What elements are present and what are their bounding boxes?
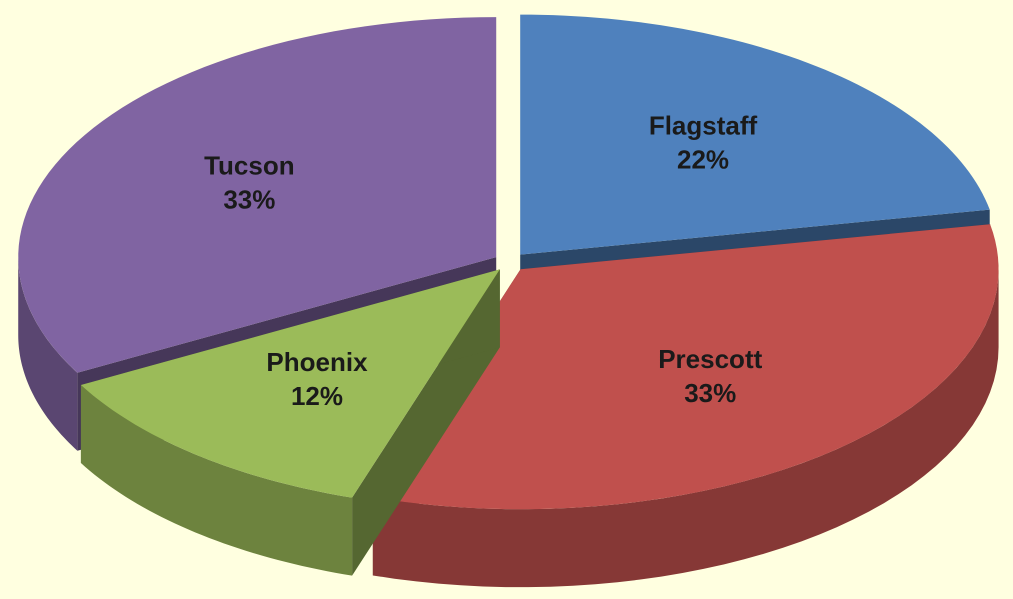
slice-wall xyxy=(18,257,78,451)
slice-value-label: 33% xyxy=(684,378,736,408)
slice xyxy=(80,269,500,498)
slice xyxy=(372,224,999,510)
slice xyxy=(18,17,497,373)
slice-label: Tucson xyxy=(204,151,295,181)
slice-value-label: 12% xyxy=(291,381,343,411)
slice-label: Phoenix xyxy=(266,347,368,377)
slice-wall xyxy=(80,385,353,576)
slice xyxy=(520,14,990,255)
slice-value-label: 33% xyxy=(223,185,275,215)
slice-label: Flagstaff xyxy=(649,111,758,141)
slice-value-label: 22% xyxy=(677,145,729,175)
slice-wall xyxy=(372,269,999,588)
slice-label: Prescott xyxy=(658,344,762,374)
